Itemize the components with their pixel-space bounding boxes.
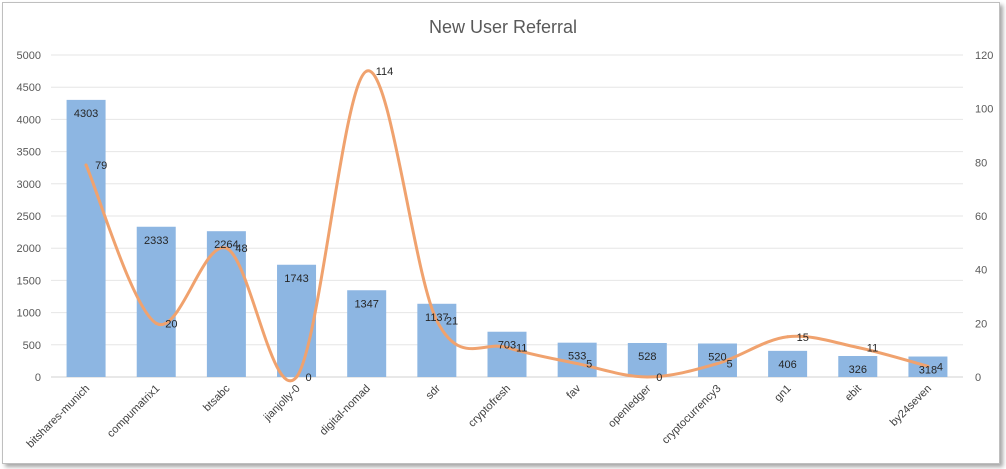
line-point [224, 246, 228, 250]
line-data-label: 5 [586, 359, 592, 371]
line-point [645, 375, 649, 379]
gridlines [51, 54, 963, 378]
y-left-tick-label: 0 [35, 372, 41, 384]
line-point [365, 69, 369, 73]
y-left-tick-label: 500 [23, 340, 41, 352]
right-axis: 0 20 40 60 80 100 120 [975, 50, 993, 384]
bar-data-label: 2333 [144, 235, 168, 247]
category-label: ebit [843, 383, 864, 404]
line-point [715, 362, 719, 366]
line-point [295, 375, 299, 379]
combo-chart: New User Referral 0500100015002000250030… [17, 17, 994, 450]
y-left-tick-label: 2500 [17, 211, 41, 223]
y-right-tick-label: 0 [975, 372, 981, 384]
bar [627, 342, 667, 377]
chart-frame: New User Referral 0 500 1000 1500 2000 2500 30… [2, 2, 1000, 464]
line-point [856, 345, 860, 349]
bar [277, 264, 317, 377]
bar [206, 231, 246, 377]
line-data-label: 5 [726, 359, 732, 371]
bar-data-label: 520 [708, 352, 726, 364]
bar-data-label: 4303 [74, 108, 98, 120]
line-data-label: 0 [656, 372, 662, 384]
category-label: sdr [424, 382, 444, 402]
y-right-tick-label: 100 [975, 104, 993, 116]
left-axis: 0 500 1000 1500 2000 2500 3000 3500 4000 4500 5000 [17, 50, 41, 384]
category-label: gn1 [772, 383, 793, 404]
line-data-label: 0 [306, 372, 312, 384]
bar [838, 356, 878, 377]
bar-data-label: 406 [778, 359, 796, 371]
line-point [926, 364, 930, 368]
y-right-tick-label: 20 [975, 318, 987, 330]
category-label: by24seven [888, 383, 934, 429]
y-right-tick-label: 80 [975, 157, 987, 169]
category-label: bitshares-munich [24, 383, 92, 451]
bar [487, 331, 527, 377]
bar-data-label: 1743 [284, 273, 308, 285]
y-left-tick-label: 1000 [17, 308, 41, 320]
y-left-tick-label: 4500 [17, 82, 41, 94]
category-label: openledger [606, 382, 654, 430]
category-label: btsabc [201, 382, 233, 414]
line-data-label: 21 [446, 316, 458, 328]
y-left-tick-label: 2000 [17, 243, 41, 255]
y-right-tick-label: 120 [975, 50, 993, 62]
bar [66, 99, 106, 377]
y-left-tick-label: 4000 [17, 114, 41, 126]
category-axis: bitshares-munich compumatrix1 btsabc jianjo… [24, 382, 934, 450]
bar [347, 290, 387, 377]
line-point [435, 319, 439, 323]
line-data-label: 79 [95, 160, 107, 172]
y-right-tick-label: 60 [975, 211, 987, 223]
category-label: cryptocurrency3 [660, 383, 724, 447]
category-label: compumatrix1 [105, 383, 162, 440]
line-data-label: 11 [867, 342, 878, 354]
line-data-label: 4 [937, 361, 943, 373]
bar [768, 350, 808, 377]
y-left-tick-label: 3000 [17, 179, 41, 191]
category-label: digital-nomad [318, 383, 373, 438]
line-point [786, 335, 790, 339]
category-label: jianjolly-0 [261, 383, 303, 425]
line-data-label: 20 [165, 318, 177, 330]
line-point [154, 321, 158, 325]
bar-data-label: 2264 [214, 239, 238, 251]
y-left-tick-label: 5000 [17, 50, 41, 62]
line-data-label: 15 [797, 332, 809, 344]
y-right-tick-label: 40 [975, 265, 987, 277]
line-data-label: 11 [516, 342, 527, 354]
line-point [575, 362, 579, 366]
bar-data-label: 703 [498, 340, 516, 352]
line-point [84, 163, 88, 167]
y-left-tick-label: 3500 [17, 147, 41, 159]
bar-data-label: 533 [568, 351, 586, 363]
category-label: fav [564, 382, 583, 401]
line-point [505, 345, 509, 349]
category-label: cryptofresh [466, 383, 513, 430]
bar-data-label: 1137 [425, 312, 449, 324]
bar-data-label: 1347 [354, 298, 378, 310]
bar-data-label: 326 [849, 364, 867, 376]
y-left-tick-label: 1500 [17, 275, 41, 287]
bar-data-label: 528 [638, 351, 656, 363]
line-data-label: 48 [235, 243, 247, 255]
chart-title: New User Referral [429, 17, 577, 37]
line-series [84, 69, 930, 383]
bar-data-label: 318 [919, 365, 937, 377]
line-path [84, 69, 930, 383]
line-data-label: 114 [376, 66, 394, 78]
bar [136, 226, 176, 377]
bar-series [66, 99, 948, 377]
